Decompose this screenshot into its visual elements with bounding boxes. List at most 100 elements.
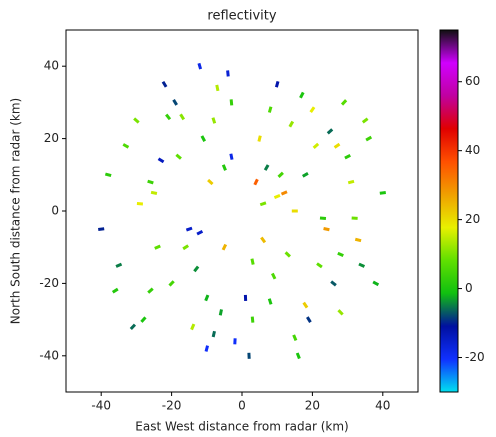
radar-gate: [260, 236, 267, 244]
radar-gate: [267, 298, 273, 305]
colorbar-tick-label: 40: [465, 143, 480, 157]
radar-gate: [323, 227, 330, 232]
y-tick-label: 20: [44, 131, 59, 145]
radar-gate: [337, 309, 344, 316]
radar-gate: [168, 280, 175, 287]
radar-gate: [309, 106, 316, 113]
radar-gate: [133, 117, 140, 124]
radar-gate: [115, 262, 123, 268]
radar-gate: [354, 237, 362, 243]
radar-gate: [253, 178, 259, 186]
x-tick-label: -20: [162, 399, 182, 413]
radar-gate: [344, 153, 351, 160]
radar-gate: [229, 153, 234, 160]
radar-gate: [226, 70, 230, 77]
radar-gate: [175, 153, 182, 160]
radar-gate: [257, 135, 262, 142]
radar-gate: [280, 190, 288, 196]
radar-gate: [147, 287, 154, 294]
radar-gate: [147, 179, 154, 185]
radar-gate: [204, 294, 210, 302]
radar-gate: [218, 309, 223, 316]
radar-gate: [302, 172, 309, 178]
radar-gate: [271, 272, 277, 280]
radar-gate: [136, 202, 144, 206]
radar-gate: [284, 251, 291, 258]
radar-gate: [274, 81, 280, 88]
radar-gate: [200, 135, 207, 142]
radar-gate: [229, 99, 234, 106]
radar-gate: [312, 142, 320, 149]
radar-gate: [295, 352, 301, 360]
radar-gate: [361, 117, 369, 124]
radar-gate: [185, 226, 193, 232]
radar-gate: [204, 345, 209, 352]
radar-gate: [351, 216, 358, 220]
radar-gate: [288, 120, 295, 128]
radar-gate: [316, 262, 323, 269]
plot-area: [98, 62, 386, 360]
radar-gate: [233, 338, 237, 345]
radar-gate: [259, 201, 267, 207]
colorbar-tick-label: 0: [465, 281, 473, 295]
radar-gate: [207, 178, 214, 186]
radar-gate: [104, 172, 112, 178]
radar-gate: [263, 164, 270, 171]
radar-gate: [273, 193, 281, 200]
radar-gate: [291, 209, 298, 213]
radar-gate: [337, 251, 344, 258]
radar-gate: [179, 113, 186, 121]
radar-gate: [129, 323, 137, 331]
radar-gate: [154, 244, 161, 250]
radar-gate: [243, 294, 248, 301]
radar-gate: [221, 243, 228, 251]
y-tick-label: -20: [39, 276, 59, 290]
radar-gate: [150, 190, 158, 195]
radar-gate: [211, 117, 217, 124]
radar-gate: [215, 84, 220, 92]
radar-gate: [197, 62, 203, 70]
radar-gate: [319, 216, 327, 221]
radar-gate: [161, 80, 168, 88]
radar-gate: [267, 106, 273, 113]
radar-gate: [193, 265, 200, 273]
radar-gate: [196, 230, 204, 236]
x-tick-label: 0: [238, 399, 246, 413]
radar-center: [238, 207, 246, 215]
radar-gate: [182, 244, 190, 251]
radar-gate: [140, 316, 147, 323]
radar-gate: [211, 330, 216, 338]
radar-gate: [358, 262, 366, 268]
radar-gate: [247, 352, 251, 359]
x-axis-label: East West distance from radar (km): [135, 420, 348, 434]
radar-gate: [277, 171, 284, 178]
colorbar-tick-label: 60: [465, 74, 480, 88]
radar-gate: [299, 91, 305, 99]
radar-gate: [165, 113, 172, 121]
radar-gate: [365, 135, 373, 142]
radar-gate: [250, 316, 255, 323]
radar-gate: [190, 323, 196, 331]
radar-gate: [330, 280, 337, 287]
x-tick-label: 20: [305, 399, 320, 413]
y-axis-label: North South distance from radar (km): [9, 98, 23, 324]
y-tick-label: 0: [51, 204, 59, 218]
radar-gate: [292, 334, 298, 342]
radar-gate: [347, 179, 355, 185]
radar-gate: [172, 99, 178, 106]
x-tick-label: 40: [375, 399, 390, 413]
radar-gate: [372, 280, 380, 287]
radar-gate: [98, 227, 105, 231]
x-tick-label: -40: [91, 399, 111, 413]
radar-gate: [333, 142, 341, 149]
y-tick-label: -40: [39, 348, 59, 362]
radar-gate: [302, 301, 309, 309]
radar-gate: [157, 157, 165, 164]
chart-title: reflectivity: [207, 9, 277, 24]
radar-gate: [340, 99, 348, 106]
radar-gate: [379, 191, 386, 195]
colorbar-tick-label: -20: [465, 350, 485, 364]
radar-gate: [111, 287, 119, 294]
colorbar-tick-label: 20: [465, 212, 480, 226]
